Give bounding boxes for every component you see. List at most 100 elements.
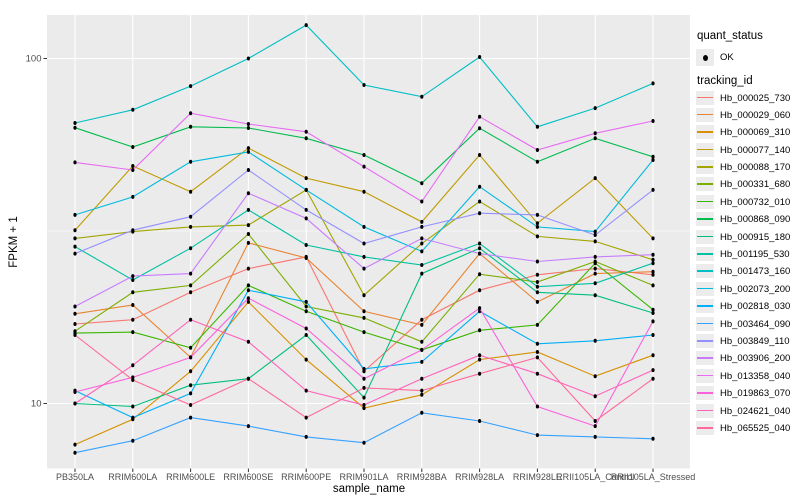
data-point [420, 249, 424, 254]
data-point [420, 359, 424, 364]
data-point [593, 424, 597, 429]
data-point [535, 221, 540, 226]
data-point [189, 403, 193, 407]
data-point [478, 371, 482, 376]
data-point [535, 290, 540, 295]
y-tick-label: 100 [26, 54, 42, 65]
data-point [304, 256, 308, 260]
x-tick-label: RRIM600LA [108, 472, 157, 482]
point-marker-icon [703, 55, 708, 61]
legend-line-icon [697, 200, 713, 203]
data-point [131, 145, 135, 149]
data-point [478, 199, 482, 204]
data-point [478, 272, 482, 277]
data-point [535, 234, 540, 239]
data-point [246, 240, 250, 245]
data-point [651, 436, 655, 441]
data-point [420, 199, 424, 204]
legend-key-swatch [696, 229, 714, 244]
legend-title-quant-status: quant_status [697, 30, 763, 42]
legend-key-swatch [696, 247, 714, 262]
data-point [651, 368, 655, 373]
legend-line-icon [697, 183, 713, 186]
data-point [535, 280, 540, 284]
data-point [651, 236, 655, 241]
data-point [189, 355, 193, 360]
data-point [246, 223, 250, 228]
data-point [478, 184, 482, 189]
legend-item-Hb_000331_680: Hb_000331_680 [696, 176, 800, 193]
legend-item-Hb_000025_730: Hb_000025_730 [696, 89, 800, 106]
data-point [478, 55, 482, 59]
legend-key-ok [696, 49, 714, 66]
data-point [478, 246, 482, 251]
legend-item-label: Hb_003906_200 [720, 353, 791, 365]
data-point [593, 419, 597, 423]
legend-item-Hb_000077_140: Hb_000077_140 [696, 141, 800, 158]
data-point [73, 333, 77, 337]
data-point [246, 283, 250, 288]
legend-item-label: Hb_000088_170 [720, 162, 791, 174]
legend-line-icon [697, 131, 713, 133]
data-point [535, 350, 540, 354]
data-point [362, 385, 366, 390]
legend-item-label: Hb_000069_310 [720, 127, 791, 139]
legend-key-swatch [696, 125, 714, 140]
legend-line-icon [697, 218, 713, 220]
data-point [420, 388, 424, 393]
legend-item-Hb_000915_180: Hb_000915_180 [696, 228, 800, 245]
data-point [189, 290, 193, 295]
data-point [304, 304, 308, 309]
data-point [304, 299, 308, 304]
legend-item-label: Hb_003849_110 [720, 335, 790, 347]
data-point [304, 187, 308, 192]
legend-item-Hb_001473_160: Hb_001473_160 [696, 263, 800, 280]
data-point [73, 311, 77, 316]
data-point [362, 403, 366, 407]
data-point [131, 107, 135, 112]
data-point [593, 271, 597, 276]
data-point [362, 241, 366, 246]
data-point [651, 269, 655, 274]
data-point [304, 207, 308, 212]
x-tick-label: RRIM600LE [166, 472, 215, 482]
data-point [189, 283, 193, 288]
legend-item-label: Hb_000331_680 [720, 179, 791, 191]
legend-key-swatch [696, 212, 714, 227]
data-point [362, 83, 366, 87]
data-point [593, 281, 597, 286]
data-point [651, 376, 655, 381]
data-point [189, 246, 193, 251]
data-point [535, 272, 540, 277]
data-point [362, 293, 366, 298]
data-point [362, 315, 366, 320]
data-point [131, 378, 135, 382]
data-point [651, 319, 655, 324]
data-point [189, 224, 193, 229]
data-point [478, 251, 482, 256]
data-point [593, 293, 597, 298]
data-point [304, 136, 308, 141]
x-tick-label: RRII105LA_Control [556, 472, 634, 482]
legend-item-Hb_001195_530: Hb_001195_530 [696, 246, 800, 263]
data-point [478, 241, 482, 246]
data-point [362, 189, 366, 194]
data-point [478, 288, 482, 293]
data-point [362, 266, 366, 271]
data-point [420, 271, 424, 276]
legend-line-icon [697, 322, 713, 325]
data-point [73, 125, 77, 130]
legend-line-icon [697, 305, 713, 307]
legend-line-icon [697, 148, 713, 151]
data-point [362, 309, 366, 314]
data-point [362, 164, 366, 169]
data-point [420, 94, 424, 99]
data-point [593, 233, 597, 237]
data-point [593, 229, 597, 234]
data-point [189, 159, 193, 164]
legend-line-icon [697, 374, 713, 377]
legend-key-swatch [696, 299, 714, 314]
legend-line-icon [697, 235, 713, 238]
data-point [189, 391, 193, 396]
